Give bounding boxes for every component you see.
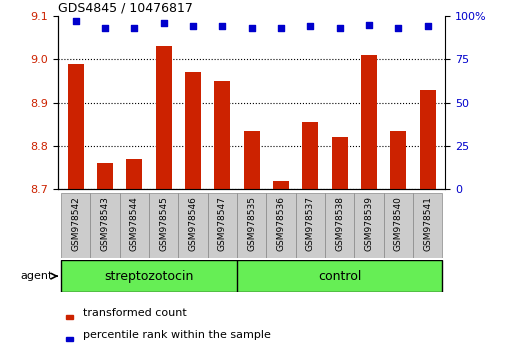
Point — [393, 25, 401, 31]
Text: GDS4845 / 10476817: GDS4845 / 10476817 — [58, 2, 193, 15]
Bar — [68, 64, 84, 189]
Point — [72, 18, 80, 24]
Bar — [149, 193, 178, 258]
Text: GSM978539: GSM978539 — [364, 196, 373, 251]
Bar — [66, 315, 73, 319]
Text: GSM978543: GSM978543 — [100, 196, 110, 251]
Bar — [354, 193, 383, 258]
Bar — [383, 193, 412, 258]
Text: GSM978544: GSM978544 — [130, 196, 139, 251]
Text: GSM978535: GSM978535 — [247, 196, 256, 251]
Point — [276, 25, 284, 31]
Bar — [331, 137, 347, 189]
Point — [423, 23, 431, 29]
Bar — [389, 131, 406, 189]
Bar — [185, 72, 201, 189]
Bar — [412, 193, 441, 258]
Point — [247, 25, 256, 31]
Text: agent: agent — [21, 271, 53, 281]
Point — [160, 20, 168, 26]
Text: GSM978538: GSM978538 — [334, 196, 343, 251]
Text: GSM978545: GSM978545 — [159, 196, 168, 251]
Point — [101, 25, 109, 31]
Text: GSM978541: GSM978541 — [422, 196, 431, 251]
Bar — [61, 193, 90, 258]
Text: GSM978542: GSM978542 — [71, 196, 80, 251]
Bar — [120, 193, 149, 258]
Bar — [90, 193, 120, 258]
Bar — [97, 163, 113, 189]
Bar — [324, 193, 353, 258]
Text: GSM978547: GSM978547 — [218, 196, 226, 251]
Bar — [178, 193, 208, 258]
Bar — [419, 90, 435, 189]
Text: GSM978536: GSM978536 — [276, 196, 285, 251]
Text: transformed count: transformed count — [83, 308, 187, 318]
Point — [335, 25, 343, 31]
Bar — [208, 193, 237, 258]
Text: GSM978546: GSM978546 — [188, 196, 197, 251]
Point — [364, 22, 372, 27]
Text: control: control — [318, 270, 361, 282]
Bar — [360, 55, 376, 189]
Point — [306, 23, 314, 29]
Text: GSM978540: GSM978540 — [393, 196, 402, 251]
Bar — [237, 193, 266, 258]
Bar — [273, 181, 288, 189]
Point — [130, 25, 138, 31]
Point — [218, 23, 226, 29]
Bar — [295, 193, 324, 258]
Text: percentile rank within the sample: percentile rank within the sample — [83, 330, 271, 340]
Text: streptozotocin: streptozotocin — [104, 270, 193, 282]
Bar — [243, 131, 259, 189]
Bar — [156, 46, 172, 189]
Bar — [126, 159, 142, 189]
Bar — [301, 122, 318, 189]
Bar — [214, 81, 230, 189]
Bar — [266, 193, 295, 258]
Point — [189, 23, 197, 29]
Bar — [66, 337, 73, 341]
Text: GSM978537: GSM978537 — [306, 196, 314, 251]
